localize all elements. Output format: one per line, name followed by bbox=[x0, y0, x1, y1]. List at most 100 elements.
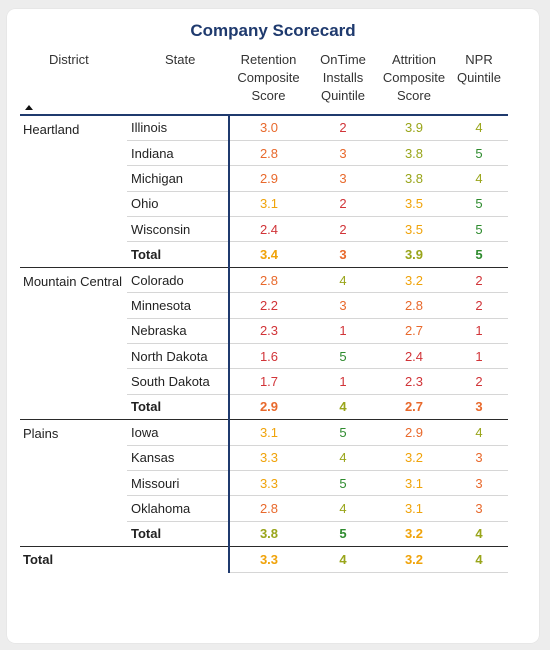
subtotal-label: Total bbox=[127, 394, 229, 419]
attrition-cell: 3.2 bbox=[378, 267, 450, 292]
ontime-cell: 4 bbox=[308, 496, 378, 521]
npr-cell: 3 bbox=[450, 445, 508, 470]
state-cell: Ohio bbox=[127, 191, 229, 216]
retention-cell: 3.0 bbox=[229, 115, 308, 140]
retention-cell: 2.9 bbox=[229, 394, 308, 419]
npr-cell: 3 bbox=[450, 470, 508, 495]
retention-cell: 3.4 bbox=[229, 242, 308, 267]
attrition-cell: 3.1 bbox=[378, 470, 450, 495]
header-line: Retention bbox=[229, 51, 308, 69]
npr-cell: 5 bbox=[450, 217, 508, 242]
table-body: Heartland Illinois 3.0 2 3.9 4 Indiana 2.8 3 3.8 5… bbox=[20, 115, 508, 573]
state-cell: Kansas bbox=[127, 445, 229, 470]
ontime-cell: 2 bbox=[308, 217, 378, 242]
retention-cell: 2.2 bbox=[229, 293, 308, 318]
column-header-district[interactable]: District bbox=[20, 51, 127, 115]
npr-cell: 2 bbox=[450, 267, 508, 292]
npr-cell: 5 bbox=[450, 242, 508, 267]
state-cell: Michigan bbox=[127, 166, 229, 191]
attrition-cell: 2.3 bbox=[378, 369, 450, 394]
ontime-cell: 5 bbox=[308, 344, 378, 369]
grand-total-ontime-cell: 4 bbox=[308, 547, 378, 573]
ontime-cell: 5 bbox=[308, 521, 378, 546]
ontime-cell: 3 bbox=[308, 140, 378, 165]
attrition-cell: 2.7 bbox=[378, 394, 450, 419]
header-line: Attrition bbox=[378, 51, 450, 69]
npr-cell: 5 bbox=[450, 191, 508, 216]
header-line: Installs bbox=[308, 69, 378, 87]
header-line: Score bbox=[229, 87, 308, 105]
scorecard-table: District State Retention Composite Score… bbox=[20, 51, 508, 573]
retention-cell: 1.7 bbox=[229, 369, 308, 394]
subtotal-label: Total bbox=[127, 242, 229, 267]
grand-total-retention-cell: 3.3 bbox=[229, 547, 308, 573]
retention-cell: 2.4 bbox=[229, 217, 308, 242]
ontime-cell: 5 bbox=[308, 470, 378, 495]
ontime-cell: 2 bbox=[308, 191, 378, 216]
header-line: Quintile bbox=[450, 69, 508, 87]
retention-cell: 3.1 bbox=[229, 191, 308, 216]
ontime-cell: 1 bbox=[308, 369, 378, 394]
column-header-label: State bbox=[165, 52, 195, 67]
ontime-cell: 3 bbox=[308, 242, 378, 267]
retention-cell: 3.1 bbox=[229, 420, 308, 445]
header-line: Composite bbox=[229, 69, 308, 87]
attrition-cell: 2.9 bbox=[378, 420, 450, 445]
column-header-label: District bbox=[49, 52, 89, 67]
attrition-cell: 3.2 bbox=[378, 521, 450, 546]
attrition-cell: 3.8 bbox=[378, 140, 450, 165]
state-cell: Colorado bbox=[127, 267, 229, 292]
table-row[interactable]: Mountain Central Colorado 2.8 4 3.2 2 bbox=[20, 267, 508, 292]
column-header-attrition[interactable]: Attrition Composite Score bbox=[378, 51, 450, 115]
ontime-cell: 3 bbox=[308, 293, 378, 318]
attrition-cell: 2.4 bbox=[378, 344, 450, 369]
state-cell: Iowa bbox=[127, 420, 229, 445]
ontime-cell: 4 bbox=[308, 267, 378, 292]
header-line: NPR bbox=[450, 51, 508, 69]
state-cell: Wisconsin bbox=[127, 217, 229, 242]
state-cell: Illinois bbox=[127, 115, 229, 140]
district-cell: Plains bbox=[20, 420, 127, 547]
attrition-cell: 2.8 bbox=[378, 293, 450, 318]
header-line: Composite bbox=[378, 69, 450, 87]
column-header-retention[interactable]: Retention Composite Score bbox=[229, 51, 308, 115]
retention-cell: 3.3 bbox=[229, 445, 308, 470]
report-title: Company Scorecard bbox=[7, 21, 539, 41]
table-row[interactable]: Plains Iowa 3.1 5 2.9 4 bbox=[20, 420, 508, 445]
attrition-cell: 3.8 bbox=[378, 166, 450, 191]
attrition-cell: 3.5 bbox=[378, 191, 450, 216]
ontime-cell: 1 bbox=[308, 318, 378, 343]
attrition-cell: 3.5 bbox=[378, 217, 450, 242]
grand-total-row[interactable]: Total 3.3 4 3.2 4 bbox=[20, 547, 508, 573]
table-row[interactable]: Heartland Illinois 3.0 2 3.9 4 bbox=[20, 115, 508, 140]
attrition-cell: 3.2 bbox=[378, 445, 450, 470]
district-cell: Heartland bbox=[20, 115, 127, 267]
column-header-ontime[interactable]: OnTime Installs Quintile bbox=[308, 51, 378, 115]
retention-cell: 3.8 bbox=[229, 521, 308, 546]
ontime-cell: 4 bbox=[308, 394, 378, 419]
sort-ascending-icon[interactable] bbox=[25, 105, 33, 110]
npr-cell: 4 bbox=[450, 115, 508, 140]
npr-cell: 4 bbox=[450, 166, 508, 191]
header-line: OnTime bbox=[308, 51, 378, 69]
ontime-cell: 3 bbox=[308, 166, 378, 191]
ontime-cell: 5 bbox=[308, 420, 378, 445]
retention-cell: 2.8 bbox=[229, 267, 308, 292]
npr-cell: 4 bbox=[450, 420, 508, 445]
npr-cell: 1 bbox=[450, 344, 508, 369]
npr-cell: 2 bbox=[450, 293, 508, 318]
header-line: Score bbox=[378, 87, 450, 105]
state-cell: Oklahoma bbox=[127, 496, 229, 521]
retention-cell: 2.8 bbox=[229, 496, 308, 521]
attrition-cell: 3.9 bbox=[378, 115, 450, 140]
header-row: District State Retention Composite Score… bbox=[20, 51, 508, 115]
scorecard-card: Company Scorecard District State Retenti… bbox=[7, 9, 539, 643]
npr-cell: 3 bbox=[450, 496, 508, 521]
column-header-npr[interactable]: NPR Quintile bbox=[450, 51, 508, 115]
npr-cell: 1 bbox=[450, 318, 508, 343]
attrition-cell: 3.9 bbox=[378, 242, 450, 267]
column-header-state[interactable]: State bbox=[127, 51, 229, 115]
attrition-cell: 2.7 bbox=[378, 318, 450, 343]
npr-cell: 3 bbox=[450, 394, 508, 419]
npr-cell: 2 bbox=[450, 369, 508, 394]
